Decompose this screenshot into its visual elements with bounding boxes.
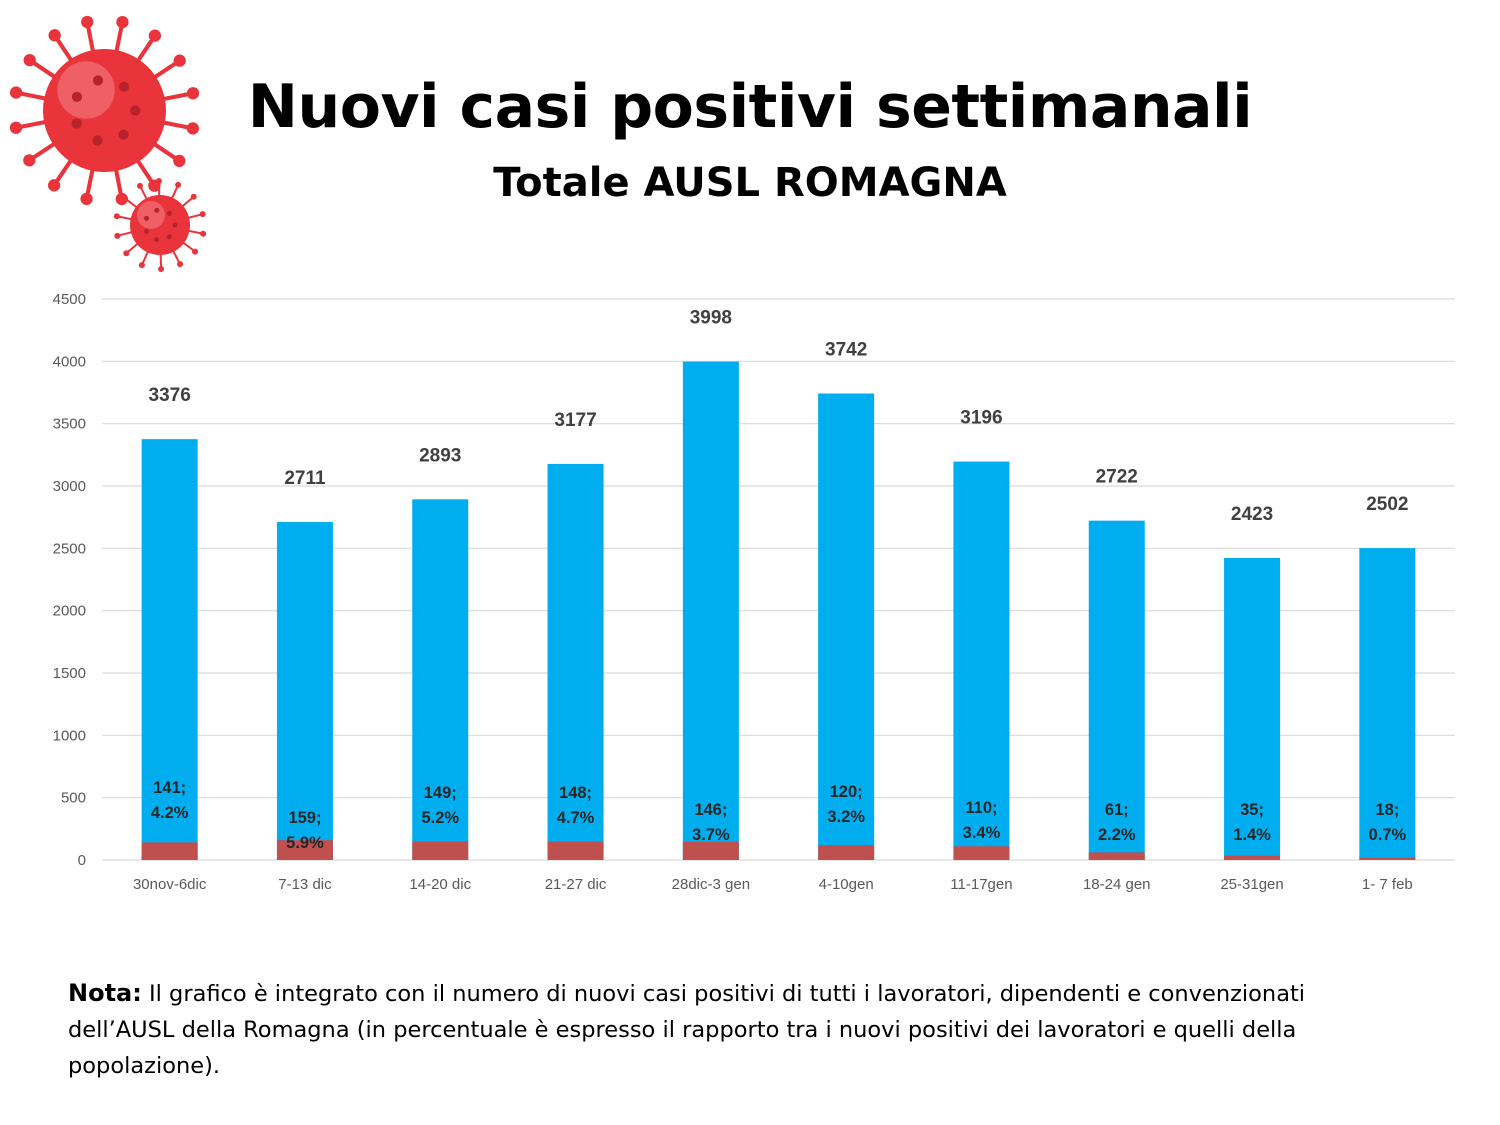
- virus-icon-small: [113, 178, 207, 272]
- y-tick-label: 500: [61, 790, 86, 807]
- y-tick-label: 4500: [53, 291, 86, 308]
- page-subtitle: Totale AUSL ROMAGNA: [493, 160, 1007, 206]
- value-label-population: 3376: [149, 385, 191, 406]
- y-tick-label: 0: [78, 852, 86, 869]
- percent-label-workers: 0.7%: [1369, 826, 1407, 844]
- note-label: Nota:: [68, 979, 142, 1007]
- percent-label-workers: 4.2%: [151, 804, 189, 822]
- value-label-workers: 120;: [830, 783, 863, 801]
- percent-label-workers: 4.7%: [557, 809, 595, 827]
- value-label-population: 3998: [690, 308, 732, 329]
- x-tick-label: 14-20 dic: [409, 876, 471, 893]
- percent-label-workers: 3.7%: [692, 826, 730, 844]
- x-tick-label: 30nov-6dic: [133, 876, 207, 893]
- value-label-population: 2893: [419, 445, 461, 466]
- percent-label-workers: 3.2%: [827, 808, 865, 826]
- chart-note: Nota: Il grafico è integrato con il nume…: [68, 975, 1388, 1084]
- value-label-workers: 149;: [424, 784, 457, 802]
- bar-workers: [141, 842, 198, 860]
- bar-workers: [953, 846, 1010, 860]
- x-tick-label: 28dic-3 gen: [672, 876, 750, 893]
- bar-workers: [412, 841, 469, 860]
- bar-population: [1224, 557, 1281, 860]
- y-tick-label: 1000: [53, 727, 86, 744]
- y-tick-label: 3500: [53, 416, 86, 433]
- value-label-population: 2423: [1231, 504, 1273, 525]
- bar-population: [276, 522, 333, 860]
- value-label-population: 2711: [284, 468, 326, 489]
- page-title: Nuovi casi positivi settimanali: [247, 72, 1253, 142]
- bar-population: [1088, 520, 1145, 860]
- bar-workers: [682, 841, 739, 860]
- x-tick-label: 25-31gen: [1220, 876, 1283, 893]
- value-label-population: 3196: [960, 408, 1002, 429]
- y-tick-label: 3000: [53, 478, 86, 495]
- value-label-population: 3177: [554, 410, 596, 431]
- bar-workers: [1088, 852, 1145, 860]
- x-tick-label: 21-27 dic: [545, 876, 607, 893]
- bar-workers: [276, 840, 333, 860]
- bar-workers: [1359, 857, 1416, 860]
- value-label-workers: 18;: [1375, 801, 1399, 819]
- value-label-workers: 146;: [694, 801, 727, 819]
- value-label-workers: 148;: [559, 784, 592, 802]
- y-tick-label: 4000: [53, 353, 86, 370]
- x-tick-label: 18-24 gen: [1083, 876, 1151, 893]
- bar-population: [141, 439, 198, 860]
- bar-population: [547, 463, 604, 860]
- bar-population: [818, 393, 875, 860]
- value-label-population: 3742: [825, 339, 867, 360]
- bar-workers: [818, 845, 875, 860]
- y-tick-label: 1500: [53, 665, 86, 682]
- note-text: Il grafico è integrato con il numero di …: [68, 981, 1306, 1079]
- x-tick-label: 7-13 dic: [278, 876, 332, 893]
- percent-label-workers: 5.9%: [286, 834, 324, 852]
- x-tick-label: 11-17gen: [950, 876, 1012, 893]
- bar-chart: 0 500 1000 1500 2000 2500 3000 3500 4000 4500 3376…: [53, 291, 1455, 893]
- value-label-workers: 35;: [1240, 801, 1264, 819]
- x-tick-label: 1- 7 feb: [1362, 876, 1413, 893]
- virus-icon: [9, 15, 200, 206]
- percent-label-workers: 3.4%: [963, 824, 1001, 842]
- percent-label-workers: 1.4%: [1233, 826, 1271, 844]
- bar-workers: [547, 841, 604, 860]
- value-label-workers: 159;: [288, 809, 321, 827]
- y-tick-label: 2000: [53, 603, 86, 620]
- y-tick-label: 2500: [53, 540, 86, 557]
- value-label-population: 2722: [1096, 467, 1138, 488]
- bar-population: [1359, 548, 1416, 860]
- bar-workers: [1224, 855, 1281, 860]
- value-label-workers: 61;: [1105, 801, 1129, 819]
- x-tick-label: 4-10gen: [819, 876, 874, 893]
- bar-population: [412, 499, 469, 860]
- percent-label-workers: 5.2%: [421, 809, 459, 827]
- value-label-workers: 141;: [153, 779, 186, 797]
- value-label-population: 2502: [1366, 494, 1408, 515]
- bar-population: [682, 361, 739, 860]
- percent-label-workers: 2.2%: [1098, 826, 1136, 844]
- value-label-workers: 110;: [965, 799, 997, 817]
- bar-population: [953, 461, 1010, 860]
